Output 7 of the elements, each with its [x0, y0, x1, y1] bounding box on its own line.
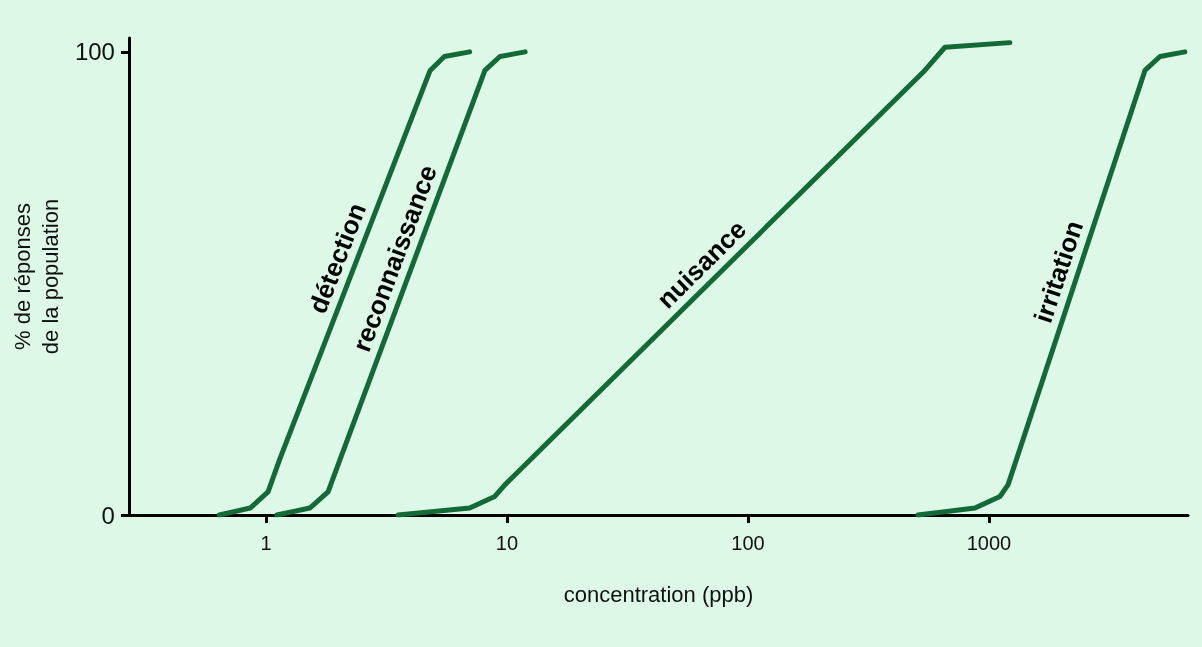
y-tick-label: 0: [101, 501, 115, 529]
x-tick-label: 1: [260, 532, 272, 554]
x-axis-title: concentration (ppb): [563, 581, 754, 607]
y-axis-title: % de réponses de la population: [9, 198, 63, 355]
x-tick-label: 1000: [966, 532, 1012, 554]
x-tick-label: 100: [731, 532, 765, 554]
x-tick-label: 10: [495, 532, 519, 554]
